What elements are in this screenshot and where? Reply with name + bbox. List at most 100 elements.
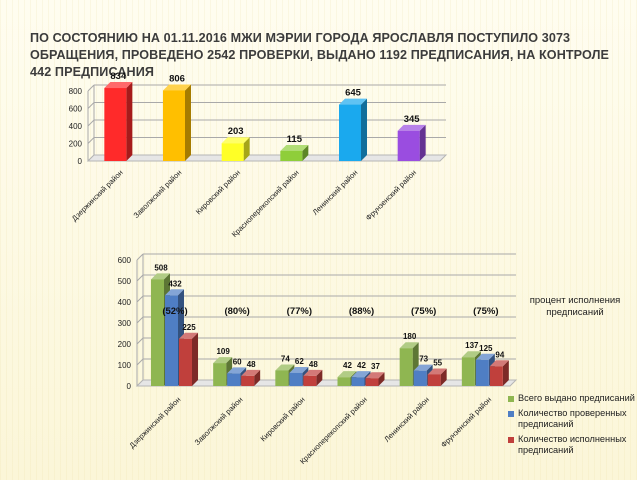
chart1-bar-5-side [419, 124, 426, 161]
chart1-bar-5-front [397, 130, 420, 161]
chart2-value-label-4-2: 55 [433, 358, 442, 367]
chart2-bar-5-0-front [461, 357, 475, 386]
chart2-bar-0-0-front [151, 279, 164, 386]
chart2-value-label-0-1: 432 [168, 279, 182, 288]
chart2-value-label-4-0: 180 [403, 332, 417, 341]
chart2-bar-2-0-top [275, 364, 295, 371]
chart2-bar-4-2 [427, 368, 447, 386]
chart2-ytick-2: 200 [118, 340, 132, 349]
chart1-bar-5-top [397, 124, 426, 131]
chart1-ytick-1: 200 [69, 140, 83, 149]
chart2-value-label-5-2: 94 [495, 350, 504, 359]
chart1-gridslant-4 [87, 84, 95, 92]
chart2-value-label-3-2: 37 [371, 362, 380, 371]
chart2-ytick-0: 0 [127, 382, 132, 391]
percent-note: процент исполнения предписаний [529, 295, 621, 318]
legend-swatch-done [508, 437, 514, 443]
slide-title: ПО СОСТОЯНИЮ НА 01.11.2016 МЖИ МЭРИИ ГОР… [30, 31, 610, 79]
chart2-gridslant-4 [136, 295, 144, 303]
chart2-value-label-3-0: 42 [343, 361, 352, 370]
chart1-bar-3-top [280, 144, 309, 151]
chart1-bar-3-side [302, 144, 309, 161]
chart2-ytick-6: 600 [118, 256, 132, 265]
chart2-value-label-2-0: 74 [281, 354, 290, 363]
chart1-bar-4 [339, 98, 367, 161]
chart2-bar-3-1-front [351, 377, 365, 386]
chart1-bar-4-top [339, 98, 367, 105]
chart2-bar-3-1-top [351, 371, 371, 378]
chart2-bar-2-2-front [303, 375, 317, 386]
chart1-gridslant-1 [87, 137, 95, 144]
chart2-bar-2-1-top [289, 366, 309, 373]
chart2-value-label-0-2: 225 [182, 323, 196, 332]
chart2-value-label-2-1: 62 [295, 357, 304, 366]
chart1-bar-0 [104, 82, 133, 161]
chart2-bar-0-2-top [179, 332, 198, 339]
chart2-legend: Всего выдано предписаний Количество пров… [508, 393, 636, 460]
chart1-value-label-5: 345 [404, 114, 421, 125]
chart2-value-label-4-1: 73 [419, 355, 428, 364]
chart2-bar-3-2 [365, 372, 385, 386]
chart2-bar-0-2-side [192, 332, 198, 386]
chart1-bar-2 [221, 137, 250, 161]
chart2-gridslant-2 [136, 337, 144, 345]
chart1-gridslant-3 [87, 102, 95, 109]
chart1-bar-1-side [185, 84, 191, 161]
chart2-percent-label-4: (75%) [411, 306, 436, 317]
chart1-bar-1 [163, 84, 191, 161]
chart2-ytick-5: 500 [118, 277, 132, 286]
chart1-bar-3 [280, 144, 309, 161]
chart1-value-label-4: 645 [345, 88, 362, 99]
chart2-bar-4-0-top [399, 342, 419, 349]
chart2-bar-2-2-top [303, 369, 323, 376]
chart1-value-label-3: 115 [287, 134, 303, 145]
chart1-ytick-2: 400 [69, 122, 83, 131]
chart1-bar-1-top [163, 84, 191, 91]
chart2-gridslant-3 [136, 316, 144, 324]
chart2-category-label-0: Дзержинский район [127, 395, 182, 450]
chart2-bar-2-0-front [275, 370, 289, 386]
chart1-ytick-4: 800 [69, 87, 83, 96]
chart2-value-label-2-2: 48 [309, 360, 318, 369]
chart2-bar-5-2-front [489, 366, 503, 386]
chart2-bar-5-1-top [475, 353, 495, 360]
chart2-bar-0-2 [179, 332, 198, 386]
legend-label-checked: Количество проверенных предписаний [518, 408, 627, 429]
chart2-value-label-5-1: 125 [479, 344, 493, 353]
legend-label-total: Всего выдано предписаний [518, 393, 635, 403]
chart2-bar-3-0-front [337, 377, 351, 386]
chart2-category-label-1: Заволжский район [193, 395, 245, 447]
chart2-value-label-1-1: 60 [233, 357, 242, 366]
chart2-bar-4-1-top [413, 364, 433, 371]
chart1-bar-2-front [221, 143, 244, 161]
chart2-ytick-4: 400 [118, 298, 132, 307]
legend-item-done: Количество исполненных предписаний [508, 434, 636, 456]
legend-swatch-checked [508, 411, 514, 417]
chart2-value-label-1-0: 109 [216, 347, 230, 356]
chart2-bar-4-0-front [399, 348, 413, 386]
chart2-gridslant-6 [136, 253, 144, 261]
chart2-bar-3-2-front [365, 378, 379, 386]
chart2-bar-1-1-front [227, 373, 241, 386]
chart2-value-label-3-1: 42 [357, 361, 366, 370]
chart2-gridslant-5 [136, 274, 144, 282]
chart2-gridslant-1 [136, 358, 144, 366]
chart2-category-label-3: Красноперекопский район [298, 395, 369, 466]
chart2-bar-3-2-top [365, 372, 385, 379]
chart1-value-label-0: 834 [110, 71, 127, 82]
chart1-ytick-3: 600 [69, 105, 83, 114]
chart2-bar-1-1-top [227, 367, 247, 374]
chart2-bar-5-1-front [475, 359, 489, 386]
chart2-bar-1-2-front [241, 375, 255, 386]
chart2-percent-label-1: (80%) [224, 306, 249, 317]
chart1-value-label-1: 806 [169, 73, 185, 84]
chart2-bar-5-2-side [502, 360, 509, 386]
chart2-bar-0-1-top [165, 289, 184, 296]
chart2-category-label-4: Ленинский район [382, 395, 431, 444]
chart2-bar-1-2 [241, 369, 261, 386]
chart1-bar-0-top [104, 82, 133, 89]
chart2-bar-1-0-top [213, 357, 233, 364]
